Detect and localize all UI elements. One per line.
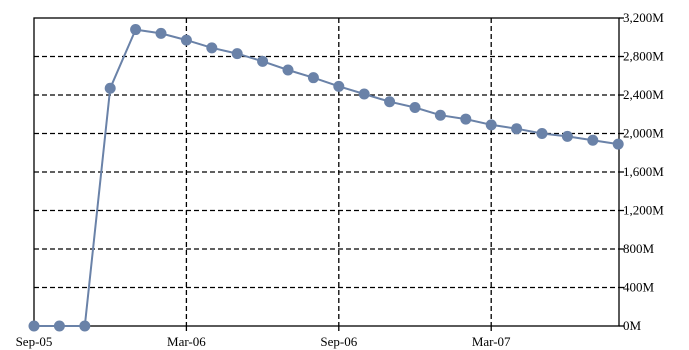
- data-point: [485, 119, 497, 131]
- y-tick-label: 1,200M: [623, 203, 664, 218]
- grid-lines: [34, 18, 619, 326]
- x-tick-label: Mar-06: [167, 334, 206, 349]
- data-point: [53, 320, 65, 332]
- series-markers: [28, 24, 624, 332]
- data-point: [104, 82, 116, 94]
- x-tick-label: Mar-07: [472, 334, 511, 349]
- data-point: [587, 134, 599, 146]
- data-point: [384, 96, 396, 108]
- axes: 0M 400M 800M 1,200M 1,600M 2,000M 2,400M 2,800M…: [16, 10, 665, 349]
- data-point: [612, 138, 624, 150]
- y-tick-label: 2,800M: [623, 49, 664, 64]
- data-point: [130, 24, 142, 36]
- y-tick-label: 2,400M: [623, 87, 664, 102]
- data-point: [460, 113, 472, 125]
- data-point: [409, 102, 421, 114]
- data-point: [155, 27, 167, 39]
- data-point: [561, 130, 573, 142]
- data-point: [536, 128, 548, 139]
- y-tick-label: 2,000M: [623, 126, 664, 141]
- data-point: [28, 320, 40, 332]
- data-point: [257, 55, 269, 67]
- y-tick-label: 1,600M: [623, 164, 664, 179]
- x-tick-label: Sep-05: [16, 334, 53, 349]
- data-point: [180, 34, 192, 46]
- y-tick-label: 0M: [623, 318, 642, 333]
- data-point: [307, 72, 319, 84]
- data-point: [511, 123, 523, 135]
- series-lines: [34, 28, 619, 327]
- data-point: [79, 320, 91, 332]
- y-tick-label: 400M: [623, 280, 655, 295]
- y-tick-label: 800M: [623, 241, 655, 256]
- data-point: [206, 42, 218, 54]
- y-tick-label: 3,200M: [623, 10, 664, 25]
- data-point: [434, 109, 446, 121]
- data-point: [282, 64, 294, 76]
- x-tick-label: Sep-06: [320, 334, 357, 349]
- data-point: [333, 80, 345, 92]
- series-line: [34, 28, 619, 327]
- data-point: [358, 88, 370, 100]
- data-point: [231, 48, 243, 60]
